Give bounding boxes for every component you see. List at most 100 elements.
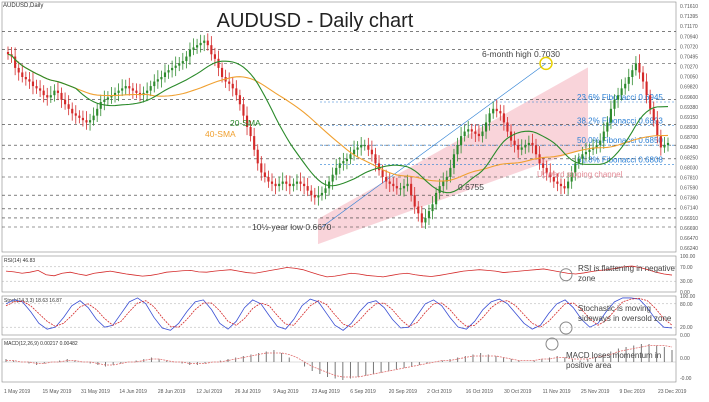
candle-body <box>420 213 423 223</box>
candle-body <box>149 86 152 91</box>
candle-body <box>324 188 327 193</box>
candle-body <box>60 92 63 100</box>
rsi-tick: 70.00 <box>680 265 693 271</box>
candle-body <box>442 181 445 187</box>
candle-body <box>46 95 49 98</box>
candle-body <box>563 186 566 189</box>
candle-body <box>96 108 99 116</box>
x-tick-label: 1 May 2019 <box>4 389 30 395</box>
x-tick-label: 14 Jun 2019 <box>119 389 147 395</box>
candle-body <box>370 149 373 155</box>
x-tick-label: 23 Dec 2019 <box>658 389 687 395</box>
candle-body <box>534 145 538 155</box>
macd-tick: -0.00 <box>680 376 692 382</box>
stochastic-marker <box>559 321 573 335</box>
candle-body <box>460 136 463 146</box>
price-tick: 0.71395 <box>680 14 698 20</box>
candle-body <box>328 181 331 189</box>
candle-body <box>545 167 548 173</box>
candle-body <box>78 115 81 118</box>
candle-body <box>153 81 156 87</box>
candle-body <box>477 133 480 137</box>
candle-body <box>156 79 159 82</box>
candle-body <box>131 88 134 91</box>
x-tick-label: 25 Nov 2019 <box>581 389 610 395</box>
price-tick: 0.69600 <box>680 95 698 101</box>
fibonacci-label: 38.2% Fibonacci 0.6893 <box>577 117 663 126</box>
macd-comment-line1: MACD loses momentum in <box>566 351 661 360</box>
candle-body <box>374 154 377 164</box>
candle-body <box>413 195 416 207</box>
candle-body <box>417 206 420 214</box>
candle-body <box>199 42 202 46</box>
stochastic-tick: 20.00 <box>680 325 693 331</box>
swing-low-label: 0.6755 <box>458 182 484 192</box>
rsi-comment-line2: zone <box>578 274 596 283</box>
candle-body <box>74 113 77 116</box>
candle-body <box>181 61 184 64</box>
candle-body <box>288 183 291 187</box>
candle-body <box>278 183 281 187</box>
price-tick: 0.68480 <box>680 145 698 151</box>
macd-panel: MACD(12,26,9) 0.00217 0.00482 MACD loses … <box>2 337 676 380</box>
candle-body <box>538 154 541 164</box>
candle-body <box>367 145 370 150</box>
stochastic-k-line <box>5 297 673 331</box>
candle-body <box>242 104 245 116</box>
price-tick: 0.67140 <box>680 206 698 212</box>
candle-body <box>81 117 84 121</box>
candle-body <box>85 120 88 123</box>
candle-body <box>245 115 249 127</box>
price-tick: 0.67810 <box>680 175 698 181</box>
price-panel: 23.6% Fibonacci 0.6945 38.2% Fibonacci 0.… <box>1 1 677 383</box>
candle-body <box>638 63 641 73</box>
price-tick: 0.70050 <box>680 75 698 81</box>
candle-body <box>256 149 259 164</box>
candle-body <box>231 83 234 89</box>
x-axis: 1 May 2019 15 May 2019 31 May 2019 14 Jun 2… <box>4 389 687 395</box>
candle-body <box>402 186 406 189</box>
candle-body <box>381 170 384 177</box>
candle-body <box>103 99 106 102</box>
candle-body <box>666 142 670 146</box>
x-tick-label: 23 Aug 2019 <box>312 389 340 395</box>
candle-body <box>313 195 316 198</box>
candle-body <box>385 177 388 182</box>
candle-body <box>124 86 127 89</box>
candle-body <box>542 163 545 168</box>
candle-body <box>627 77 630 84</box>
stochastic-comment-line1: Stochastic is moving <box>578 304 651 313</box>
candle-body <box>463 131 466 137</box>
candle-body <box>160 77 163 80</box>
candle-body <box>203 40 206 43</box>
candle-body <box>67 104 70 109</box>
panel-frame <box>1 1 677 253</box>
candle-body <box>146 90 149 93</box>
rsi-title: RSI(14) 46.83 <box>4 258 35 264</box>
candle-body <box>574 163 577 173</box>
candle-body <box>595 145 598 148</box>
x-tick-label: 12 Jul 2019 <box>196 389 222 395</box>
candle-body <box>506 122 509 132</box>
panel-frame <box>1 338 677 383</box>
sma20-line <box>7 53 669 194</box>
candle-body <box>531 142 534 146</box>
candle-body <box>17 67 20 73</box>
candle-body <box>552 177 555 182</box>
candle-body <box>249 127 252 137</box>
price-tick: 0.67590 <box>680 186 698 192</box>
y-axis: 0.71610 0.71395 0.71170 0.70940 0.70720 0.704… <box>680 4 698 382</box>
candle-body <box>295 181 299 184</box>
candle-body <box>220 67 224 77</box>
candle-body <box>620 88 623 96</box>
candle-body <box>117 90 120 93</box>
x-tick-label: 9 Aug 2019 <box>273 389 299 395</box>
candle-body <box>577 158 580 164</box>
candle-body <box>135 90 138 93</box>
candle-body <box>64 99 67 105</box>
channel-label: Upward sloping channel <box>537 170 623 179</box>
price-tick: 0.66470 <box>680 236 698 242</box>
candle-body <box>517 145 520 150</box>
x-tick-label: 31 May 2019 <box>81 389 110 395</box>
